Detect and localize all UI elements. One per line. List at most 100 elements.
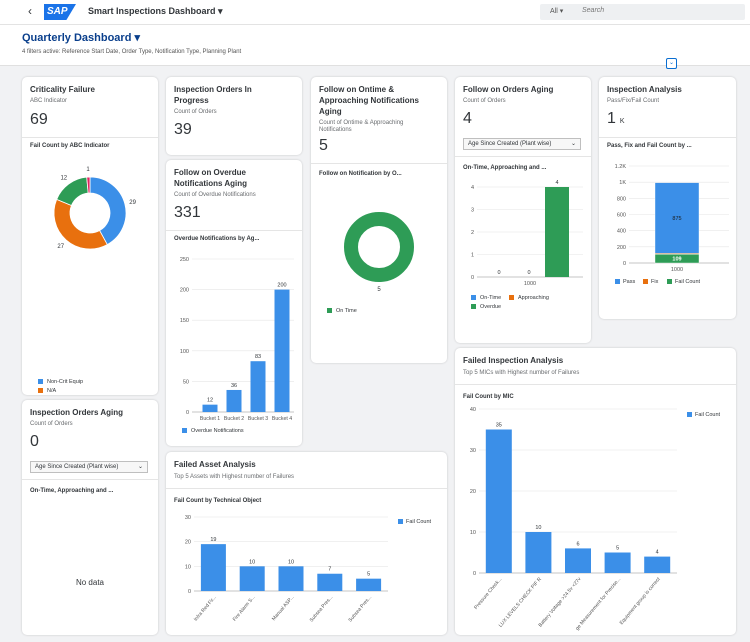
- data-label: 10: [535, 525, 541, 531]
- pie-slice: [53, 198, 108, 250]
- legend-label: Overdue: [480, 304, 501, 310]
- data-label: 27: [57, 244, 64, 250]
- pie-slice: [86, 176, 91, 194]
- overdue-bar-chart[interactable]: 0 50 100 150 200 250 12 Bucket 1 36 Bucket 2 83 Buc…: [166, 246, 302, 442]
- x-tick-label: Bucket 4: [272, 416, 292, 422]
- x-tick-label: 1000: [671, 267, 683, 273]
- card-inspection-analysis[interactable]: Inspection Analysis Pass/Fix/Fail Count …: [599, 77, 736, 319]
- data-label: 29: [129, 200, 136, 206]
- y-tick-label: 1: [471, 253, 474, 259]
- chart-title: On-Time, Approaching and ...: [463, 165, 547, 171]
- kpi-unit: K: [619, 118, 625, 125]
- legend-label: On-Time: [480, 295, 501, 301]
- data-label: 83: [255, 354, 261, 360]
- mic-bar-chart[interactable]: 0 10 20 30 40 35 Pressure Check... 10 LUX LEVELS…: [455, 403, 736, 635]
- card-follow-orders-aging[interactable]: Follow on Orders Aging Count of Orders 4…: [455, 77, 591, 343]
- app-title-menu[interactable]: Smart Inspections Dashboard ▾: [88, 6, 223, 16]
- legend-swatch: [509, 295, 514, 300]
- card-title-line2: Notifications Aging: [174, 179, 248, 188]
- shell-bar: ‹ SAP Smart Inspections Dashboard ▾ All …: [0, 0, 750, 25]
- chart-title: On-Time, Approaching and ...: [30, 488, 114, 494]
- bar: [644, 556, 671, 573]
- y-tick-label: 10: [470, 530, 476, 536]
- card-title-line2: Progress: [174, 96, 209, 105]
- data-label: 5: [367, 572, 370, 578]
- y-tick-label: 0: [473, 571, 476, 577]
- back-button[interactable]: ‹: [28, 4, 32, 18]
- card-follow-ontime[interactable]: Follow on Ontime & Approaching Notificat…: [311, 77, 447, 363]
- card-inspection-orders-progress[interactable]: Inspection Orders In Progress Count of O…: [166, 77, 302, 155]
- search-input[interactable]: Search: [582, 7, 605, 14]
- bar: [200, 544, 226, 591]
- y-tick-label: 0: [471, 275, 474, 281]
- y-tick-label: 0: [186, 410, 189, 416]
- y-tick-label: 20: [470, 489, 476, 495]
- bar: [239, 566, 265, 591]
- card-failed-asset-analysis[interactable]: Failed Asset Analysis Top 5 Assets with …: [166, 452, 447, 635]
- legend-swatch: [38, 379, 43, 384]
- data-label: 36: [231, 383, 237, 389]
- y-tick-label: 800: [617, 196, 626, 202]
- orders-aging-bar-chart[interactable]: 0 1 2 3 4 0 0 4 1000 On-Time Approaching Overdue: [455, 173, 591, 343]
- x-tick-label: Bucket 1: [200, 416, 220, 422]
- y-tick-label: 10: [185, 564, 191, 570]
- collapse-header-button[interactable]: ⌄: [666, 58, 677, 69]
- data-label: 35: [496, 423, 502, 429]
- x-tick-label: ge Measurement for Precise...: [574, 576, 622, 631]
- y-tick-label: 150: [180, 318, 189, 324]
- page-title-variant[interactable]: Quarterly Dashboard ▾: [22, 32, 140, 44]
- x-tick-label: Bucket 3: [248, 416, 268, 422]
- sap-logo[interactable]: SAP: [44, 4, 76, 20]
- card-follow-overdue[interactable]: Follow on Overdue Notifications Aging Co…: [166, 160, 302, 446]
- filter-summary: 4 filters active: Reference Start Date, …: [22, 49, 242, 55]
- ontime-donut-chart[interactable]: 5 On Time: [311, 181, 447, 361]
- legend-swatch: [643, 279, 648, 284]
- card-title-line1: Follow on Overdue: [174, 168, 247, 177]
- bar: [565, 548, 591, 573]
- card-title: Inspection Orders Aging: [30, 408, 124, 417]
- y-tick-label: 30: [185, 515, 191, 521]
- x-tick-label: Battery Voltage >24.5v <27v: [538, 576, 583, 628]
- x-tick-label: Bucket 2: [224, 416, 244, 422]
- kpi-value: 331: [174, 204, 201, 221]
- age-since-created-select[interactable]: Age Since Created (Plant wise) ⌄: [30, 461, 148, 473]
- y-tick-label: 0: [623, 261, 626, 267]
- select-value: Age Since Created (Plant wise): [468, 141, 552, 147]
- search-scope-select[interactable]: All ▾: [550, 8, 564, 15]
- asset-bar-chart[interactable]: 0 10 20 30 19 Infra Red Fir... 10 Fire Alarm S.…: [166, 507, 447, 635]
- x-tick-label: LUX LEVELS CHECK PIF R: [498, 576, 543, 628]
- chevron-down-icon: ⌄: [570, 141, 576, 147]
- card-title: Follow on Orders Aging: [463, 85, 554, 94]
- x-tick-label: Subsea Pres...: [309, 594, 335, 623]
- card-subtitle: Top 5 MICs with Highest number of Failur…: [463, 370, 580, 376]
- kpi-number: 1: [607, 110, 616, 127]
- kpi-value: 4: [463, 110, 472, 127]
- page-header: Quarterly Dashboard ▾ 4 filters active: …: [0, 25, 750, 66]
- inspection-stacked-bar-chart[interactable]: 0 200 400 600 800 1K 1.2K 109 875 1000 Pass Fix Fail…: [599, 153, 736, 317]
- chart-title: Pass, Fix and Fail Count by ...: [607, 143, 692, 149]
- chart-title: Fail Count by ABC Indicator: [30, 143, 110, 149]
- bar-segment: [654, 182, 700, 254]
- legend-swatch: [687, 412, 692, 417]
- y-tick-label: 4: [471, 185, 474, 191]
- y-tick-label: 200: [617, 245, 626, 251]
- data-label: 875: [672, 216, 681, 222]
- y-tick-label: 20: [185, 540, 191, 546]
- card-criticality-failure[interactable]: Criticality Failure ABC Indicator 69 Fai…: [22, 77, 158, 395]
- card-title-line2: Approaching Notifications: [319, 96, 419, 105]
- y-tick-label: 2: [471, 230, 474, 236]
- legend-label: Overdue Notifications: [191, 428, 244, 434]
- data-label: 1: [86, 167, 90, 173]
- y-tick-label: 40: [470, 407, 476, 413]
- card-inspection-orders-aging[interactable]: Inspection Orders Aging Count of Orders …: [22, 400, 158, 635]
- card-title: Criticality Failure: [30, 85, 95, 94]
- card-failed-inspection-analysis[interactable]: Failed Inspection Analysis Top 5 MICs wi…: [455, 348, 736, 635]
- card-subtitle-line1: Count of Ontime & Approaching: [319, 120, 404, 126]
- divider: [22, 137, 158, 138]
- legend-swatch: [471, 304, 476, 309]
- x-tick-label: Subsea Pres...: [347, 594, 373, 623]
- age-since-created-select[interactable]: Age Since Created (Plant wise) ⌄: [463, 138, 581, 150]
- data-label: 12: [60, 176, 67, 182]
- legend-label: Fix: [651, 279, 659, 285]
